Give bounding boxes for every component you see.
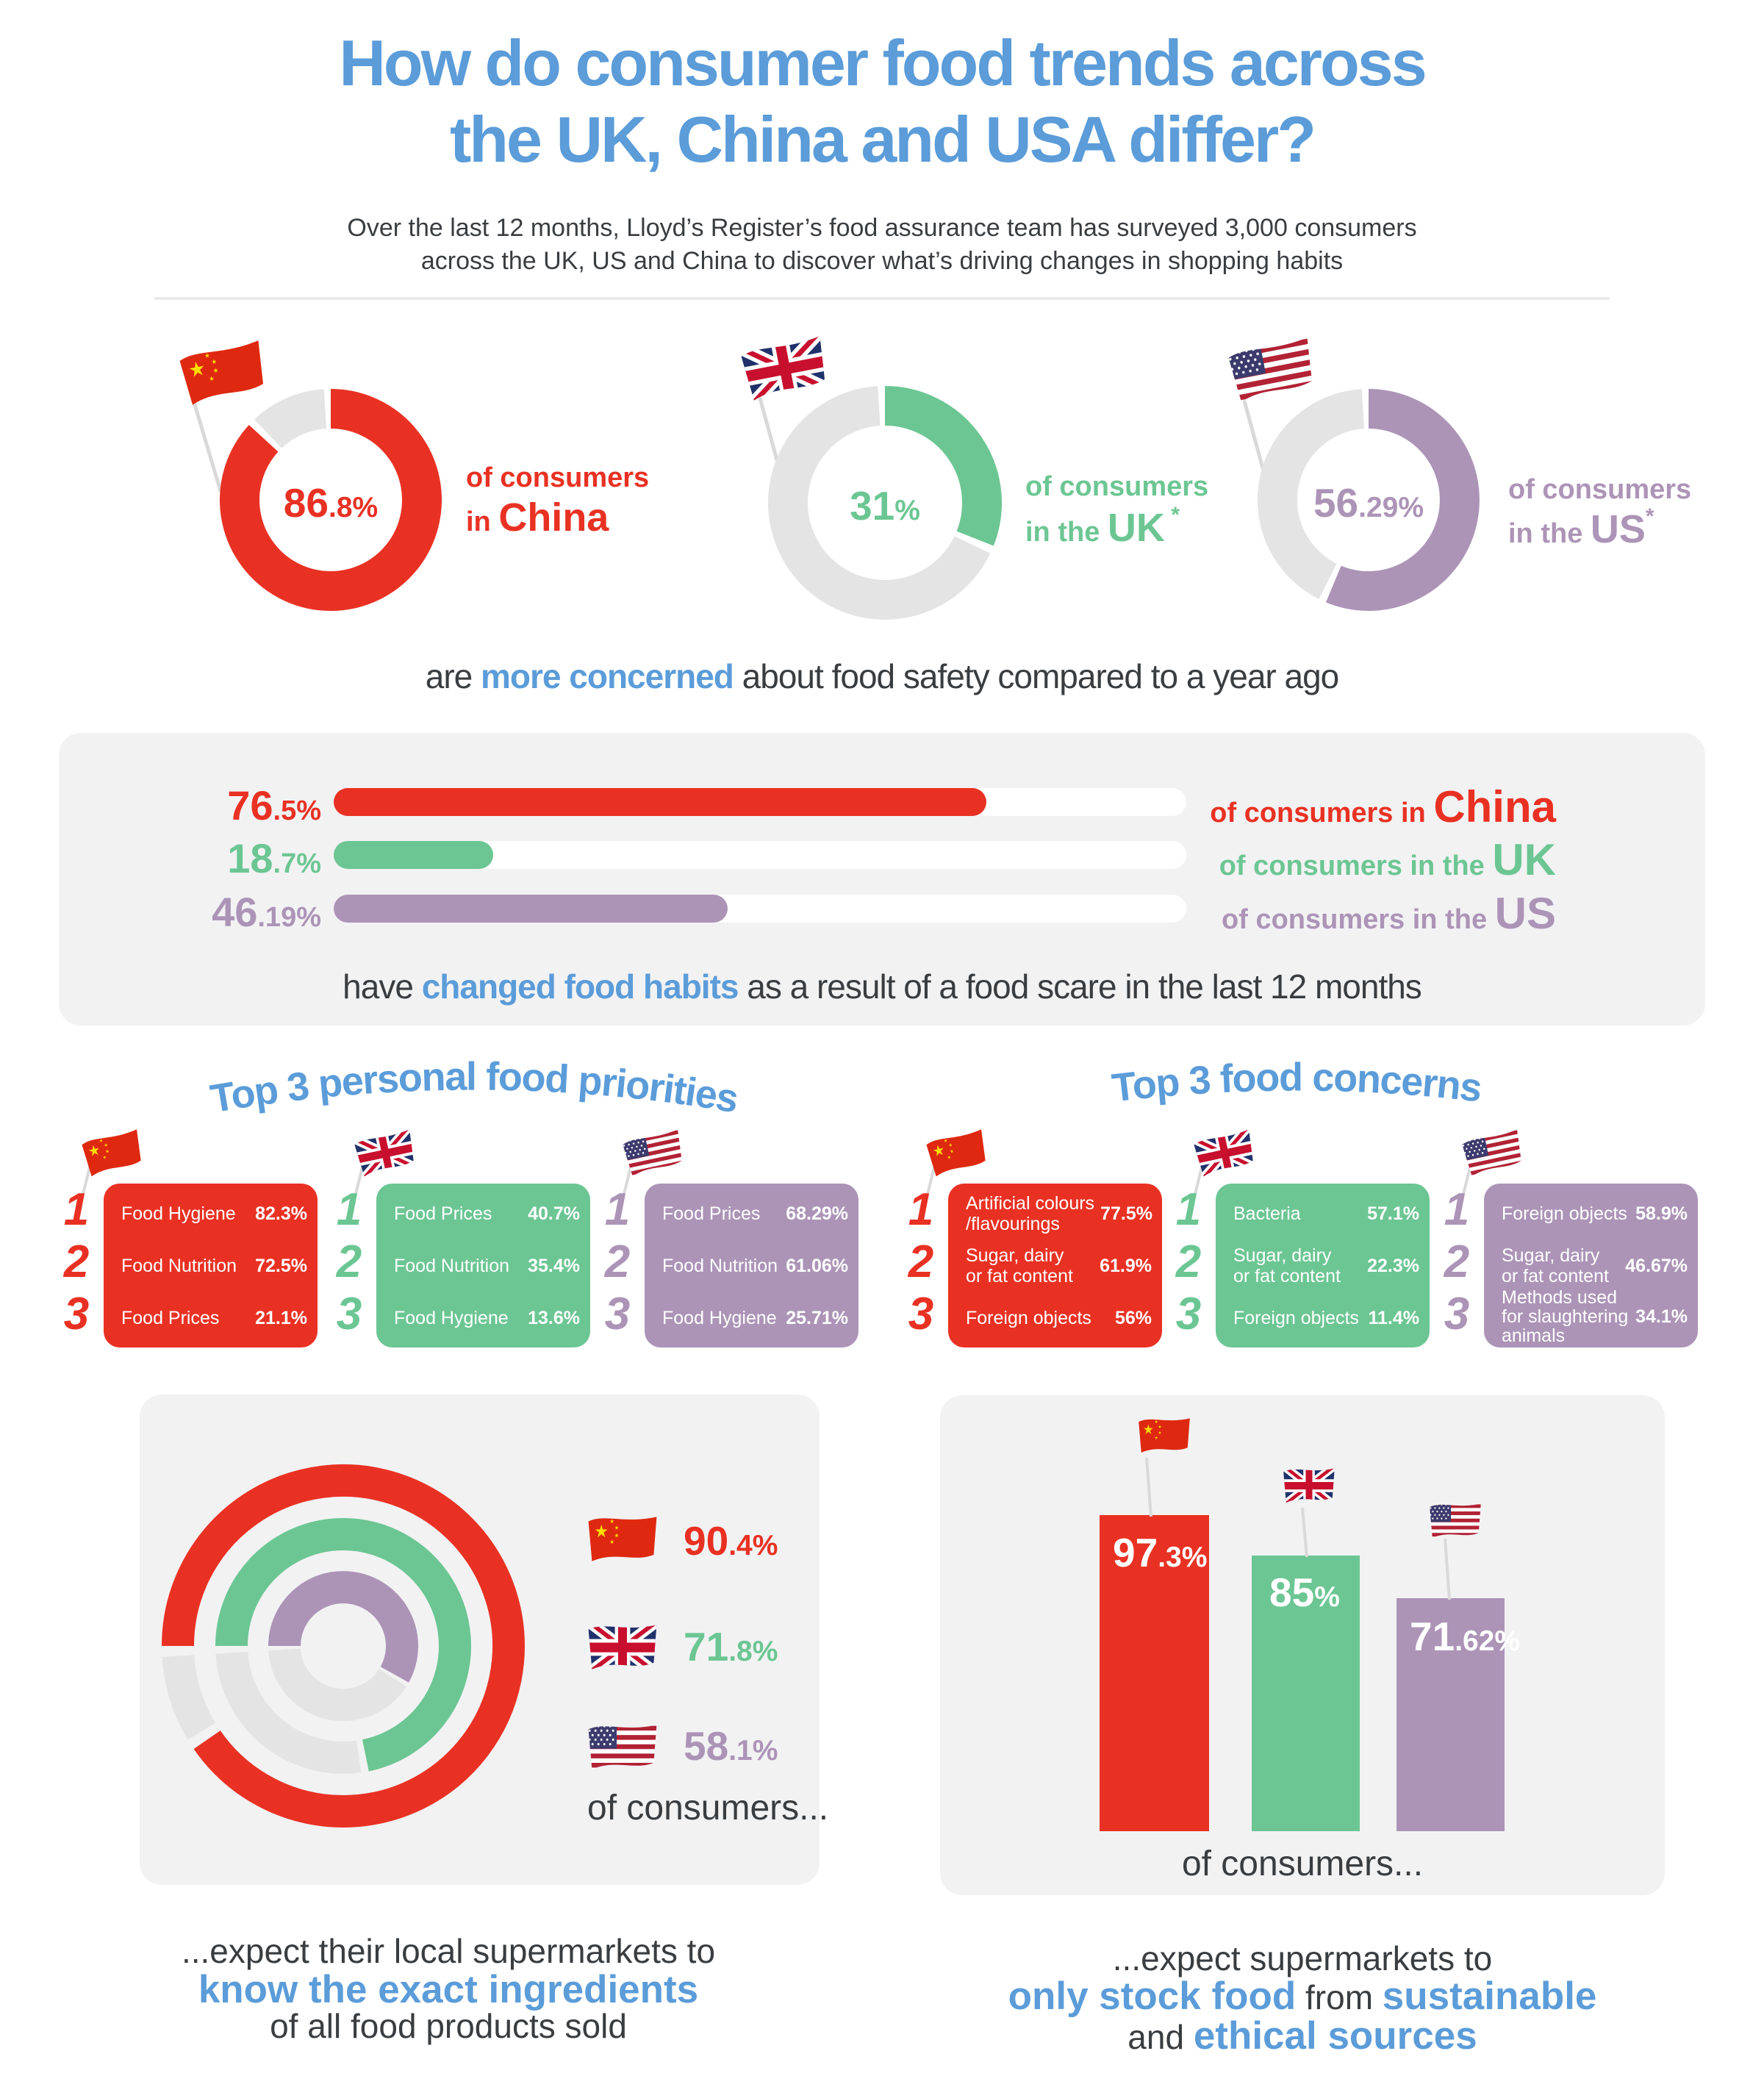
svg-text:Top 3 personal food priorities: Top 3 personal food priorities <box>207 1055 741 1122</box>
svg-text:Top 3 food concerns: Top 3 food concerns <box>1110 1056 1484 1111</box>
